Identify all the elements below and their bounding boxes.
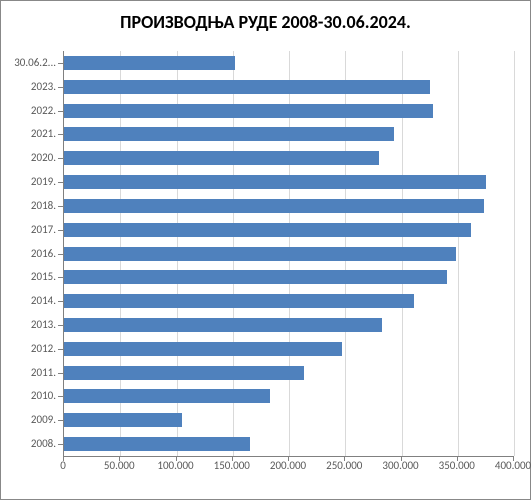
bar — [64, 389, 270, 403]
y-tick — [58, 349, 63, 350]
x-axis-label: 300.000 — [382, 459, 418, 472]
y-axis-label: 2020. — [6, 151, 56, 165]
plot-area — [63, 51, 514, 457]
bar-row — [64, 80, 430, 94]
bar-row — [64, 56, 235, 70]
y-tick — [58, 444, 63, 445]
y-tick — [58, 158, 63, 159]
y-tick — [58, 63, 63, 64]
bar-row — [64, 437, 250, 451]
y-tick — [58, 420, 63, 421]
y-axis-label: 2016. — [6, 247, 56, 261]
y-axis-label: 30.06.2... — [6, 56, 56, 70]
bar-row — [64, 318, 382, 332]
bar-row — [64, 175, 486, 189]
bar-row — [64, 247, 456, 261]
bar — [64, 175, 486, 189]
bar-row — [64, 294, 414, 308]
y-axis-label: 2022. — [6, 104, 56, 118]
x-axis-label: 0 — [60, 459, 66, 472]
bar-row — [64, 342, 342, 356]
bar — [64, 366, 304, 380]
bar — [64, 127, 394, 141]
bar — [64, 223, 471, 237]
bar — [64, 151, 379, 165]
y-axis-label: 2015. — [6, 270, 56, 284]
bar-row — [64, 366, 304, 380]
y-tick — [58, 301, 63, 302]
bar-row — [64, 223, 471, 237]
y-tick — [58, 206, 63, 207]
bar — [64, 413, 182, 427]
y-axis-label: 2021. — [6, 127, 56, 141]
bar — [64, 104, 433, 118]
y-tick — [58, 277, 63, 278]
y-axis-label: 2013. — [6, 318, 56, 332]
bar — [64, 318, 382, 332]
y-tick — [58, 373, 63, 374]
bar-row — [64, 389, 270, 403]
y-axis-label: 2011. — [6, 366, 56, 380]
y-axis-label: 2019. — [6, 175, 56, 189]
y-tick — [58, 230, 63, 231]
bar — [64, 270, 447, 284]
bar — [64, 437, 250, 451]
gridline — [514, 51, 515, 456]
bar-row — [64, 270, 447, 284]
bar-row — [64, 127, 394, 141]
x-axis-label: 150.000 — [214, 459, 250, 472]
bar — [64, 56, 235, 70]
bar — [64, 199, 484, 213]
bar — [64, 247, 456, 261]
y-axis-label: 2012. — [6, 342, 56, 356]
y-tick — [58, 325, 63, 326]
bar — [64, 342, 342, 356]
x-axis-label: 100.000 — [157, 459, 193, 472]
y-axis-label: 2017. — [6, 223, 56, 237]
y-axis-label: 2023. — [6, 80, 56, 94]
y-tick — [58, 134, 63, 135]
x-axis-label: 400.000 — [495, 459, 531, 472]
y-tick — [58, 396, 63, 397]
gridline — [458, 51, 459, 456]
bar-row — [64, 104, 433, 118]
y-tick — [58, 182, 63, 183]
bar — [64, 294, 414, 308]
bar-row — [64, 199, 484, 213]
y-axis-label: 2008. — [6, 437, 56, 451]
chart-container: ПРОИЗВОДЊА РУДЕ 2008-30.06.2024. 0 50.000… — [0, 0, 531, 500]
y-axis-label: 2014. — [6, 294, 56, 308]
y-tick — [58, 254, 63, 255]
chart-title: ПРОИЗВОДЊА РУДЕ 2008-30.06.2024. — [1, 1, 530, 41]
x-axis-label: 250.000 — [326, 459, 362, 472]
bar-row — [64, 151, 379, 165]
y-axis-label: 2018. — [6, 199, 56, 213]
y-axis-label: 2010. — [6, 389, 56, 403]
y-tick — [58, 87, 63, 88]
x-axis-label: 50.000 — [104, 459, 135, 472]
x-axis-label: 200.000 — [270, 459, 306, 472]
y-axis-label: 2009. — [6, 413, 56, 427]
x-axis-label: 350.000 — [439, 459, 475, 472]
bar-row — [64, 413, 182, 427]
bar — [64, 80, 430, 94]
y-tick — [58, 111, 63, 112]
